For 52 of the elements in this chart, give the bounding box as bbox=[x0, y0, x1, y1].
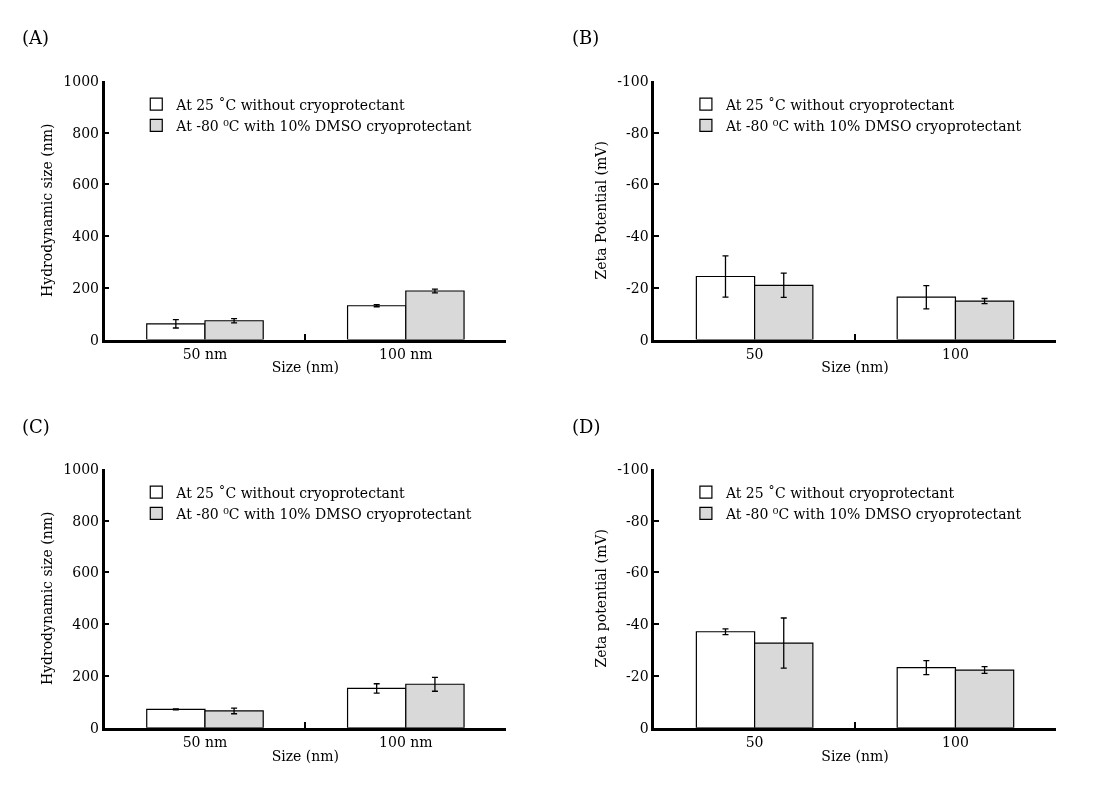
x-tick-label: 100 nm bbox=[379, 346, 433, 363]
x-tick-label: 50 nm bbox=[182, 734, 228, 751]
x-tick-label: 100 bbox=[942, 734, 969, 751]
x-axis-title: Size (nm) bbox=[821, 359, 889, 376]
y-tick-label: -20 bbox=[626, 279, 649, 296]
y-tick-label: -60 bbox=[626, 176, 649, 193]
legend-label: At 25 ˚C without cryoprotectant bbox=[175, 96, 405, 113]
y-tick-label: 0 bbox=[639, 719, 649, 736]
y-tick-label: 1000 bbox=[63, 72, 100, 89]
x-tick-label: 50 bbox=[745, 346, 764, 363]
chart-title: (D) bbox=[572, 416, 601, 437]
y-tick-label: -80 bbox=[626, 124, 649, 141]
legend-label: At -80 ⁰C with 10% DMSO cryoprotectant bbox=[724, 505, 1022, 522]
y-axis-title: Zeta potential (mV) bbox=[592, 529, 609, 668]
y-tick-label: -100 bbox=[617, 460, 649, 477]
y-tick-label: 400 bbox=[72, 616, 100, 633]
legend-label: At -80 ⁰C with 10% DMSO cryoprotectant bbox=[724, 117, 1022, 134]
legend-label: At 25 ˚C without cryoprotectant bbox=[724, 484, 955, 501]
legend-label: At -80 ⁰C with 10% DMSO cryoprotectant bbox=[175, 505, 472, 522]
legend-label: At -80 ⁰C with 10% DMSO cryoprotectant bbox=[175, 117, 472, 134]
y-tick-label: -60 bbox=[626, 564, 649, 581]
y-axis-title: Hydrodynamic size (nm) bbox=[38, 511, 55, 686]
y-tick-label: 200 bbox=[72, 279, 100, 296]
y-tick-label: 600 bbox=[72, 564, 100, 581]
y-tick-label: -40 bbox=[626, 616, 649, 633]
y-tick-label: -40 bbox=[626, 228, 649, 245]
y-tick-label: 600 bbox=[72, 176, 100, 193]
y-tick-label: -20 bbox=[626, 667, 649, 684]
y-axis-title: Zeta Potential (mV) bbox=[592, 141, 609, 280]
chart-title: (B) bbox=[572, 27, 600, 48]
y-axis-title: Hydrodynamic size (nm) bbox=[38, 123, 55, 297]
x-tick-label: 100 bbox=[942, 346, 969, 363]
y-tick-label: 800 bbox=[72, 124, 100, 141]
x-axis-title: Size (nm) bbox=[821, 747, 889, 764]
y-tick-label: 400 bbox=[72, 228, 100, 245]
y-tick-label: 200 bbox=[72, 667, 100, 684]
x-tick-label: 100 nm bbox=[379, 734, 433, 751]
x-axis-title: Size (nm) bbox=[271, 359, 340, 376]
x-axis-title: Size (nm) bbox=[271, 747, 340, 764]
legend-label: At 25 ˚C without cryoprotectant bbox=[175, 484, 405, 501]
y-tick-label: -100 bbox=[617, 72, 649, 89]
y-tick-label: 1000 bbox=[63, 460, 100, 477]
y-tick-label: 0 bbox=[639, 331, 649, 348]
y-tick-label: 0 bbox=[90, 719, 100, 736]
chart-title: (A) bbox=[22, 27, 50, 48]
chart-title: (C) bbox=[22, 416, 50, 437]
y-tick-label: 0 bbox=[90, 331, 100, 348]
y-tick-label: 800 bbox=[72, 512, 100, 529]
y-tick-label: -80 bbox=[626, 512, 649, 529]
legend-label: At 25 ˚C without cryoprotectant bbox=[724, 96, 955, 113]
x-tick-label: 50 bbox=[745, 734, 764, 751]
x-tick-label: 50 nm bbox=[182, 346, 228, 363]
